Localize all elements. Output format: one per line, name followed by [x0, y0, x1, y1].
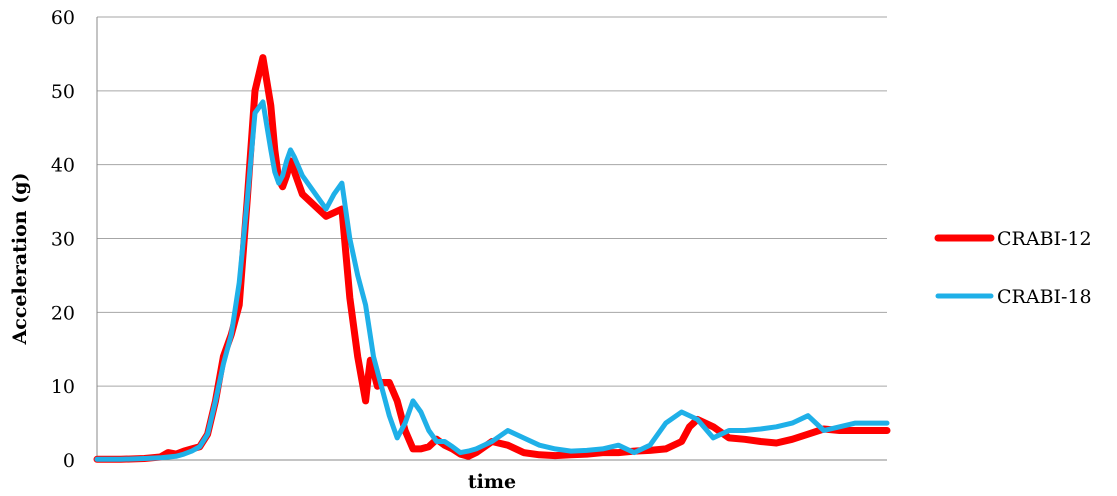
- y-tick-label: 50: [51, 81, 75, 103]
- legend-label: CRABI-12: [997, 228, 1092, 250]
- y-tick-label: 30: [51, 229, 75, 251]
- legend-label: CRABI-18: [997, 286, 1092, 308]
- y-axis-label: Acceleration (g): [9, 173, 31, 346]
- y-tick-label: 60: [51, 7, 75, 29]
- y-tick-label: 40: [51, 155, 75, 177]
- y-tick-label: 20: [51, 302, 75, 324]
- series-layer: [93, 54, 891, 463]
- legend: CRABI-12 CRABI-18: [934, 228, 1092, 308]
- series-line-crabi-18: [94, 99, 890, 462]
- legend-item: CRABI-18: [935, 286, 1092, 308]
- y-tick-label: 10: [51, 376, 75, 398]
- y-tick-label: 0: [63, 450, 75, 472]
- y-axis-ticks: 0 10 20 30 40 50 60: [51, 7, 75, 472]
- legend-item: CRABI-12: [934, 228, 1092, 250]
- gridlines: [97, 16, 887, 461]
- x-axis-label: time: [468, 471, 516, 493]
